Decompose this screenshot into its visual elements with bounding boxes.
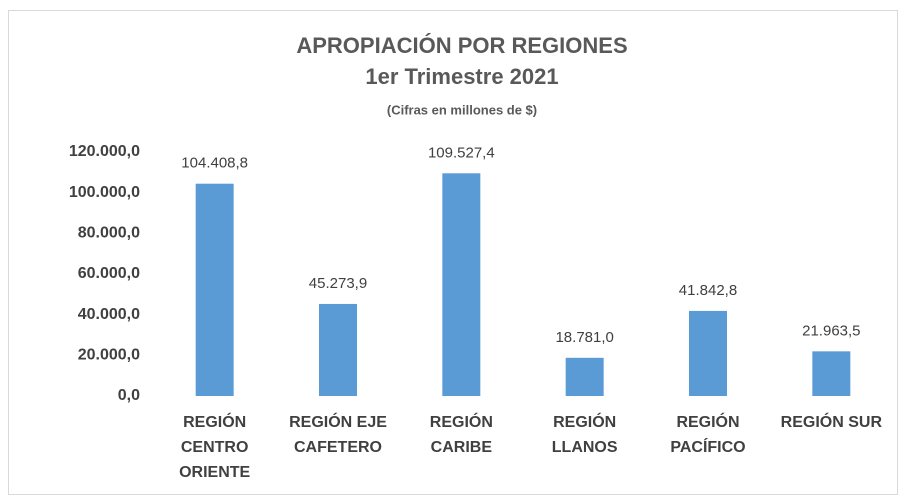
y-tick-label: 100.000,0 xyxy=(69,184,140,201)
y-tick-label: 20.000,0 xyxy=(78,347,140,364)
bar xyxy=(319,303,357,396)
y-tick-label: 80.000,0 xyxy=(78,225,140,242)
bar xyxy=(812,351,851,396)
data-label: 21.963,5 xyxy=(802,322,860,339)
data-label: 45.273,9 xyxy=(309,275,367,292)
bar xyxy=(195,183,234,396)
bar xyxy=(565,357,604,396)
y-tick-label: 60.000,0 xyxy=(78,265,140,282)
data-label: 109.527,4 xyxy=(428,144,495,161)
x-tick-label: REGIÓN SUR xyxy=(780,414,882,431)
bar xyxy=(442,173,481,396)
chart-title: APROPIACIÓN POR REGIONES xyxy=(296,33,627,58)
data-label: 18.781,0 xyxy=(555,329,613,346)
y-tick-label: 0,0 xyxy=(118,387,140,404)
x-tick-label: REGIÓN PACÍFICO xyxy=(670,414,746,456)
x-tick-label: REGIÓN CENTRO ORIENTE xyxy=(179,414,251,481)
bar xyxy=(689,310,727,396)
chart-note: (Cifras en millones de $) xyxy=(387,102,537,117)
x-tick-label: REGIÓN CARIBE xyxy=(429,414,493,456)
y-tick-label: 120.000,0 xyxy=(69,143,140,160)
chart-subtitle: 1er Trimestre 2021 xyxy=(365,64,558,89)
x-tick-label: REGIÓN EJE CAFETERO xyxy=(289,414,387,456)
data-label: 41.842,8 xyxy=(679,282,737,299)
x-tick-label: REGIÓN LLANOS xyxy=(551,414,618,456)
y-tick-label: 40.000,0 xyxy=(78,306,140,323)
data-label: 104.408,8 xyxy=(181,155,248,172)
